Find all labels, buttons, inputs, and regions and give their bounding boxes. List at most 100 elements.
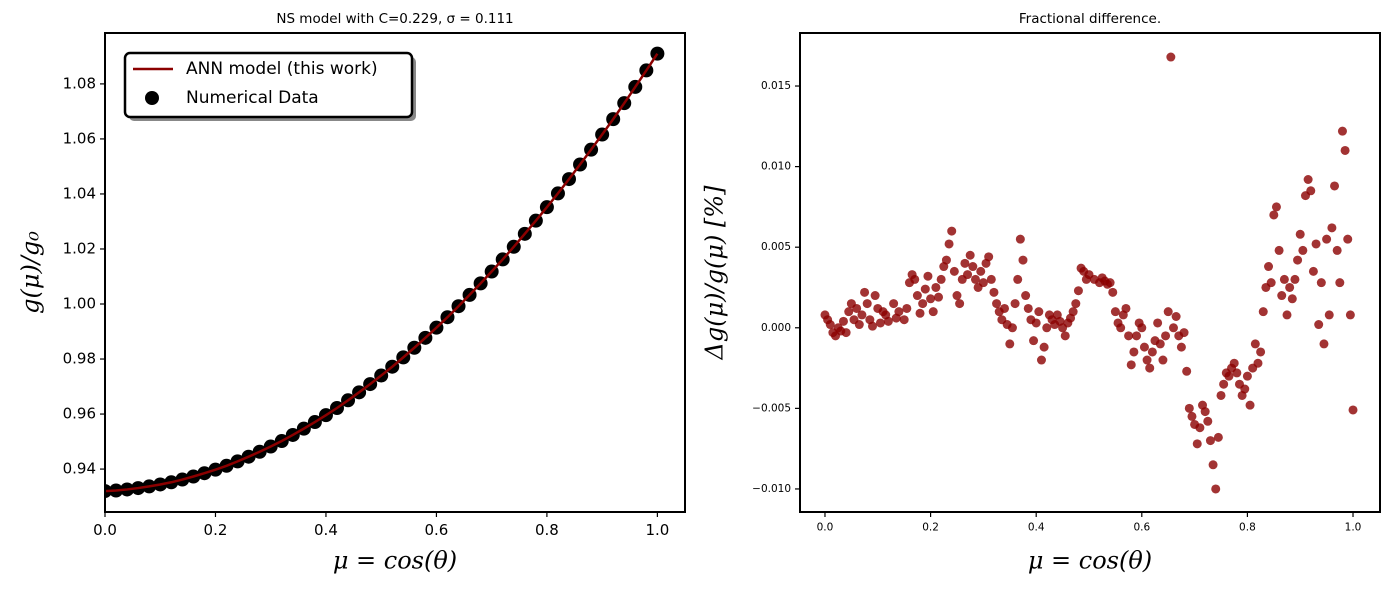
point — [1282, 310, 1292, 320]
point — [1108, 287, 1118, 297]
point — [1316, 278, 1326, 288]
point — [1200, 407, 1210, 417]
point — [926, 294, 936, 304]
point — [1010, 299, 1020, 309]
point — [825, 320, 835, 330]
point — [1195, 423, 1205, 433]
point — [844, 307, 854, 317]
point — [1290, 274, 1300, 284]
point — [1042, 323, 1052, 333]
point — [1245, 400, 1255, 410]
point — [1137, 323, 1147, 333]
point — [1208, 460, 1218, 470]
y-tick-label: 0.010 — [761, 161, 791, 173]
point — [1216, 390, 1226, 400]
point — [1155, 339, 1165, 349]
point — [936, 274, 946, 284]
point — [1274, 245, 1284, 255]
point — [965, 250, 975, 260]
point — [989, 287, 999, 297]
point — [870, 291, 880, 301]
point — [1250, 339, 1260, 349]
point — [978, 278, 988, 288]
point — [862, 299, 872, 309]
y-tick-label: 1.04 — [63, 184, 96, 202]
line — [105, 52, 659, 493]
point — [1330, 181, 1340, 191]
point — [1145, 363, 1155, 373]
x-tick-label: 0.4 — [1028, 521, 1045, 533]
legend-label: Numerical Data — [186, 88, 319, 108]
point — [1124, 331, 1134, 341]
point — [1158, 355, 1168, 365]
x-tick-label: 0.0 — [93, 521, 117, 539]
point — [912, 291, 922, 301]
point — [883, 316, 893, 326]
x-tick-label: 0.0 — [817, 521, 834, 533]
y-tick-label: 1.00 — [63, 295, 96, 313]
point — [1298, 245, 1308, 255]
point — [920, 284, 930, 294]
plot-area — [105, 46, 665, 499]
y-tick-label: 1.02 — [63, 239, 96, 257]
y-tick-label: −0.010 — [752, 483, 791, 495]
point — [986, 274, 996, 284]
point — [941, 255, 951, 265]
point — [902, 303, 912, 313]
chart-title: Fractional difference. — [1019, 11, 1161, 27]
point — [1219, 379, 1229, 389]
axes-frame — [799, 32, 1381, 513]
point — [1303, 175, 1313, 185]
point — [1031, 318, 1041, 328]
point — [1269, 210, 1279, 220]
x-tick-label: 1.0 — [645, 521, 669, 539]
point — [1161, 331, 1171, 341]
point — [1295, 229, 1305, 239]
point — [1153, 318, 1163, 328]
y-axis-label: Δg(μ)/g(μ) [%] — [701, 185, 729, 361]
point — [1105, 278, 1115, 288]
point — [1126, 360, 1136, 370]
point — [860, 287, 870, 297]
point — [838, 316, 848, 326]
point — [931, 282, 941, 292]
point — [1073, 286, 1083, 296]
point — [894, 307, 904, 317]
plot-area — [820, 52, 1358, 494]
point — [1184, 403, 1194, 413]
point — [947, 226, 957, 236]
point — [875, 318, 885, 328]
point — [1279, 274, 1289, 284]
point — [1337, 126, 1347, 136]
point — [1258, 307, 1268, 317]
point — [1192, 439, 1202, 449]
point — [1034, 307, 1044, 317]
point — [1013, 274, 1023, 284]
x-tick-label: 0.8 — [535, 521, 559, 539]
point — [1023, 303, 1033, 313]
point — [1314, 320, 1324, 330]
point — [1285, 282, 1295, 292]
point — [1322, 234, 1332, 244]
point — [949, 266, 959, 276]
point — [1240, 384, 1250, 394]
x-tick-label: 0.8 — [1239, 521, 1256, 533]
point — [1171, 311, 1181, 321]
point — [1311, 239, 1321, 249]
y-tick-label: 0.005 — [761, 241, 791, 253]
point — [854, 320, 864, 330]
point — [1340, 145, 1350, 155]
x-axis-label: μ = cos(θ) — [1028, 547, 1152, 575]
axes-frame — [104, 32, 686, 513]
point — [1345, 310, 1355, 320]
point — [899, 315, 909, 325]
y-tick-label: 0.000 — [761, 322, 791, 334]
point — [1348, 405, 1358, 415]
point — [1327, 223, 1337, 233]
point — [918, 299, 928, 309]
y-tick-label: −0.005 — [752, 402, 791, 414]
point — [1163, 307, 1173, 317]
point — [968, 262, 978, 272]
point — [1176, 342, 1186, 352]
